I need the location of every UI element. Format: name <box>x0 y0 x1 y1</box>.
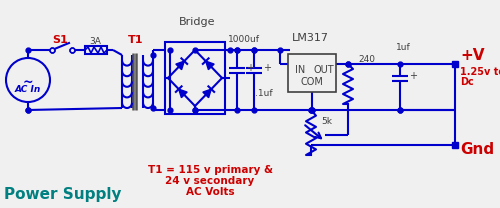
Text: Gnd: Gnd <box>460 142 494 157</box>
Text: LM317: LM317 <box>292 33 329 43</box>
Text: Dc: Dc <box>460 77 474 87</box>
Polygon shape <box>178 89 187 98</box>
Text: OUT: OUT <box>314 65 334 75</box>
Bar <box>85 46 107 54</box>
Bar <box>288 54 336 92</box>
Polygon shape <box>203 89 211 98</box>
Text: COM: COM <box>300 77 324 87</box>
Text: 5k: 5k <box>321 118 332 126</box>
Text: 24 v secondary: 24 v secondary <box>166 176 254 186</box>
Text: Bridge: Bridge <box>179 17 215 27</box>
Text: 1uf: 1uf <box>396 43 410 52</box>
Text: ~: ~ <box>22 76 34 88</box>
Bar <box>165 42 225 114</box>
Text: IN: IN <box>295 65 305 75</box>
Text: T1: T1 <box>128 35 144 45</box>
Text: .1uf: .1uf <box>255 88 272 98</box>
Text: AC In: AC In <box>15 85 41 94</box>
Text: +: + <box>263 63 271 73</box>
Text: +: + <box>246 63 254 73</box>
Text: T1 = 115 v primary &: T1 = 115 v primary & <box>148 165 272 175</box>
Text: DC Power Supply: DC Power Supply <box>0 187 121 203</box>
Text: 3A: 3A <box>89 36 101 46</box>
Text: 1000uf: 1000uf <box>228 36 260 45</box>
Polygon shape <box>206 61 214 70</box>
Text: +: + <box>409 71 417 81</box>
Text: 240: 240 <box>358 56 375 64</box>
Text: AC Volts: AC Volts <box>186 187 234 197</box>
Polygon shape <box>176 61 184 70</box>
Text: 1.25v to 25v: 1.25v to 25v <box>460 67 500 77</box>
Text: +V: +V <box>460 48 484 63</box>
Text: S1: S1 <box>52 35 68 45</box>
